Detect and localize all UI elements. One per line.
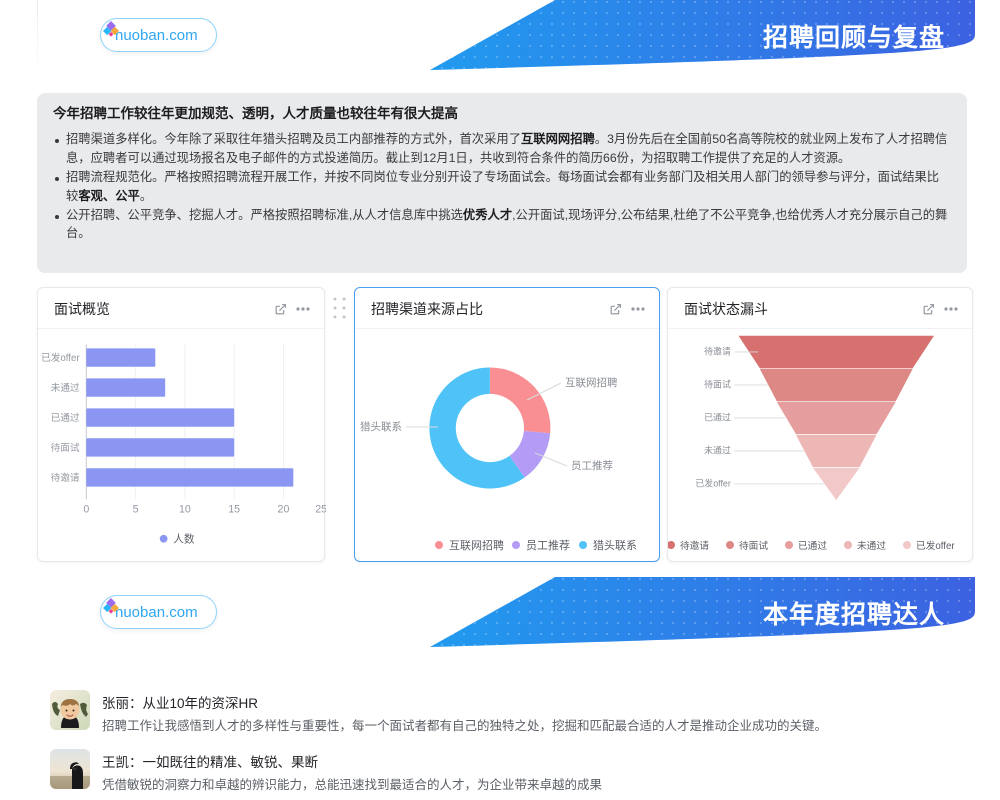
svg-text:人数: 人数 [173,533,195,546]
svg-text:25: 25 [315,504,326,516]
svg-text:已通过: 已通过 [51,412,80,424]
svg-text:已通过: 已通过 [704,411,731,422]
svg-text:20: 20 [278,504,290,516]
svg-text:10: 10 [179,504,191,516]
svg-text:员工推荐: 员工推荐 [526,538,570,552]
svg-text:0: 0 [83,504,89,516]
svg-text:已发offer: 已发offer [695,477,731,488]
svg-text:未通过: 未通过 [704,444,731,455]
svg-text:待邀请: 待邀请 [680,539,709,552]
svg-text:猎头联系: 猎头联系 [593,538,637,552]
svg-text:员工推荐: 员工推荐 [571,459,613,472]
svg-text:15: 15 [228,504,240,516]
svg-text:猎头联系: 猎头联系 [360,420,402,433]
svg-text:待面试: 待面试 [51,442,80,454]
svg-text:未通过: 未通过 [51,382,80,394]
svg-text:待邀请: 待邀请 [51,472,80,484]
svg-text:已通过: 已通过 [798,539,827,552]
svg-text:已发offer: 已发offer [41,352,80,364]
svg-text:待面试: 待面试 [739,539,768,552]
svg-text:5: 5 [133,504,139,516]
svg-text:待邀请: 待邀请 [704,346,731,357]
svg-text:互联网招聘: 互联网招聘 [449,538,504,552]
svg-text:已发offer: 已发offer [916,539,955,552]
svg-text:未通过: 未通过 [857,539,886,552]
svg-text:互联网招聘: 互联网招聘 [565,376,618,389]
svg-text:待面试: 待面试 [704,378,731,389]
